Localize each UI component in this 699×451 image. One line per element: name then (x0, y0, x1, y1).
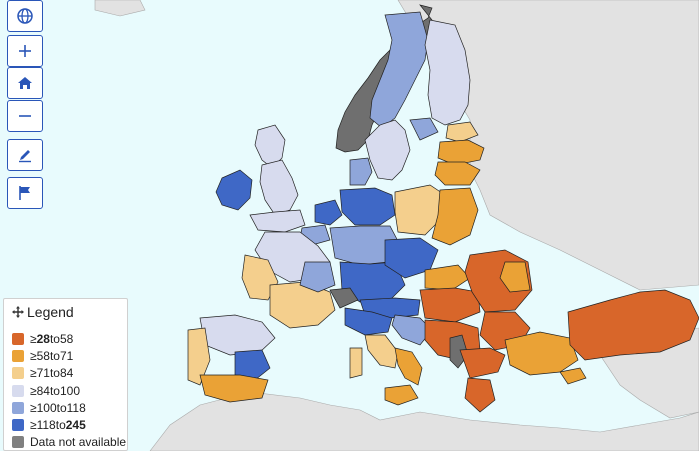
legend-item: ≥ 28 to 58 (12, 330, 126, 347)
legend-swatch (12, 367, 24, 380)
legend-high-value: 100 (59, 383, 80, 398)
sicily-region (384, 384, 419, 406)
home-button[interactable] (7, 67, 43, 99)
legend-low-value: 71 (36, 366, 50, 381)
poland-west-region (394, 184, 446, 236)
ireland-region (215, 169, 253, 211)
legend-high-value: 118 (66, 400, 86, 415)
legend-swatch (12, 436, 24, 449)
italy-central-region (364, 334, 399, 369)
legend-separator: to (56, 400, 67, 415)
legend-separator: to (49, 383, 60, 398)
zoom-in-button[interactable] (7, 35, 43, 67)
sardinia-region (349, 347, 363, 379)
greece-north-region (459, 347, 506, 379)
legend-low-value: 28 (36, 331, 50, 346)
uk-south-region (249, 209, 306, 233)
legend-panel: Legend ≥ 28 to 58 ≥ 58 to 71 ≥ 71 to 84 ≥ 8… (3, 298, 128, 451)
move-icon[interactable] (12, 306, 24, 318)
legend-separator: to (55, 418, 66, 433)
switzerland-region (329, 287, 359, 309)
turkey-west-region (504, 331, 579, 376)
greece-south-region (464, 377, 496, 413)
legend-prefix: ≥ (30, 418, 37, 433)
legend-separator: to (49, 366, 60, 381)
iberia-north-region (199, 314, 276, 356)
italy-north-region (344, 307, 393, 336)
turkey (504, 289, 699, 376)
legend-prefix: ≥ (30, 348, 37, 363)
romania-east-region (499, 261, 531, 293)
legend-item: ≥ 58 to 71 (12, 347, 126, 364)
legend-swatch (12, 332, 24, 345)
sweden-south-region (364, 119, 411, 181)
germany-north-region (339, 187, 396, 226)
finland-region (424, 19, 471, 126)
continent (299, 157, 587, 413)
legend-item: ≥ 71 to 84 (12, 365, 126, 382)
pencil-icon (19, 150, 31, 163)
iceland-land (94, 0, 146, 17)
iberia-central-region (234, 349, 271, 381)
flag-button[interactable] (7, 177, 43, 209)
legend-items: ≥ 28 to 58 ≥ 58 to 71 ≥ 71 to 84 ≥ 84 to 10… (12, 330, 126, 451)
legend-separator: to (49, 348, 60, 363)
turkey-central-region (567, 289, 699, 361)
legend-separator: to (49, 331, 60, 346)
portugal-region (187, 327, 211, 386)
legend-swatch (12, 349, 24, 362)
british-isles (215, 124, 306, 233)
legend-high-value: 84 (59, 366, 74, 381)
legend-prefix: ≥ (30, 366, 37, 381)
iberia-south-region (199, 374, 269, 403)
zoom-out-button[interactable] (7, 100, 43, 132)
legend-low-value: 118 (36, 418, 56, 433)
legend-high-value: 245 (65, 418, 86, 433)
legend-prefix: ≥ (30, 383, 37, 398)
netherlands-region (314, 199, 343, 226)
france-west-region (241, 254, 279, 301)
scandinavia (335, 4, 471, 181)
home-icon (18, 77, 32, 89)
denmark-region (349, 157, 373, 186)
south-west-europe (187, 231, 423, 406)
legend-swatch (12, 401, 24, 414)
slovenia-croatia-region (391, 314, 433, 346)
plus-icon (19, 45, 31, 57)
france-east-region (299, 261, 336, 293)
legend-low-value: 84 (36, 383, 50, 398)
legend-title-text: Legend (27, 304, 74, 320)
baltics (434, 121, 485, 186)
legend-item: ≥ 100 to 118 (12, 399, 126, 416)
globe-icon (17, 8, 33, 24)
legend-swatch (12, 419, 24, 432)
latvia-region (437, 139, 485, 166)
cyprus-region (559, 367, 587, 385)
lithuania-region (434, 161, 481, 186)
legend-item: Data not available (12, 434, 126, 451)
legend-low-value: 100 (36, 400, 57, 415)
draw-button[interactable] (7, 139, 43, 171)
finland-south-region (409, 117, 439, 141)
slovakia-region (424, 264, 471, 291)
legend-low-value: Data not available (30, 435, 127, 450)
flag-icon (19, 186, 30, 200)
legend-item: ≥ 118 to 245 (12, 416, 126, 433)
legend-item: ≥ 84 to 100 (12, 382, 126, 399)
poland-east-region (431, 187, 479, 246)
minus-icon (19, 115, 31, 117)
legend-high-value: 71 (59, 348, 74, 363)
italy-south-region (394, 347, 423, 386)
legend-prefix: ≥ (30, 331, 37, 346)
uk-middle-region (259, 159, 299, 216)
legend-low-value: 58 (36, 348, 50, 363)
legend-swatch (12, 384, 24, 397)
legend-high-value: 58 (59, 331, 74, 346)
hungary-region (419, 287, 481, 323)
legend-title[interactable]: Legend (12, 304, 74, 320)
legend-prefix: ≥ (30, 400, 37, 415)
estonia-region (445, 121, 479, 143)
globe-button[interactable] (7, 0, 43, 32)
